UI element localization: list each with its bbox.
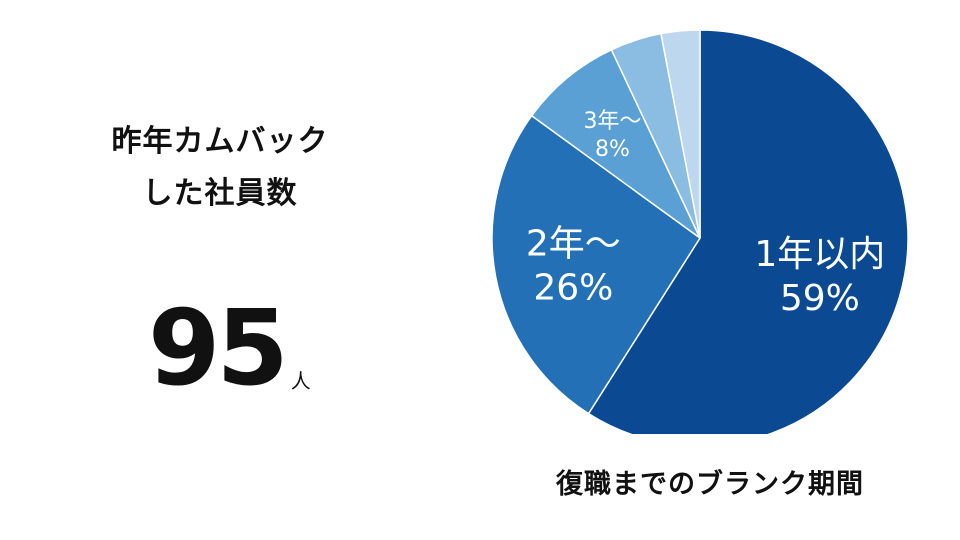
comeback-count-unit: 人: [290, 369, 311, 393]
pie-label-1-name: 1年以内: [754, 234, 885, 275]
pie-slice-2: [491, 114, 702, 415]
chart-title: 復職までのブランク期間: [556, 469, 864, 500]
pie-label-2-percent: 26%: [533, 268, 613, 309]
pie-label-3-name: 3年〜: [583, 109, 641, 134]
comeback-stat-title-line1: 昨年カムバック: [111, 124, 329, 159]
blank-period-pie-chart: 1年以内 59%2年〜 26%3年〜 8%: [491, 29, 909, 434]
pie-label-3-percent: 8%: [595, 137, 630, 162]
pie-label-1: 1年以内 59%: [754, 234, 885, 319]
comeback-count: 95 人: [148, 287, 311, 409]
pie-slice-3: [530, 48, 701, 239]
pie-label-3: 3年〜 8%: [583, 109, 641, 162]
pie-labels: 1年以内 59%2年〜 26%3年〜 8%: [526, 109, 885, 319]
pie-label-2: 2年〜 26%: [526, 224, 621, 309]
comeback-count-number: 95: [148, 287, 289, 409]
pie-label-1-percent: 59%: [780, 278, 860, 319]
pie-slices: [491, 29, 909, 434]
comeback-stat-title-line2: した社員数: [142, 176, 298, 211]
comeback-stat-title: 昨年カムバック した社員数: [60, 116, 380, 220]
pie-label-2-name: 2年〜: [526, 224, 621, 265]
pie-slice-5: [660, 29, 701, 239]
pie-slice-1: [587, 29, 909, 434]
